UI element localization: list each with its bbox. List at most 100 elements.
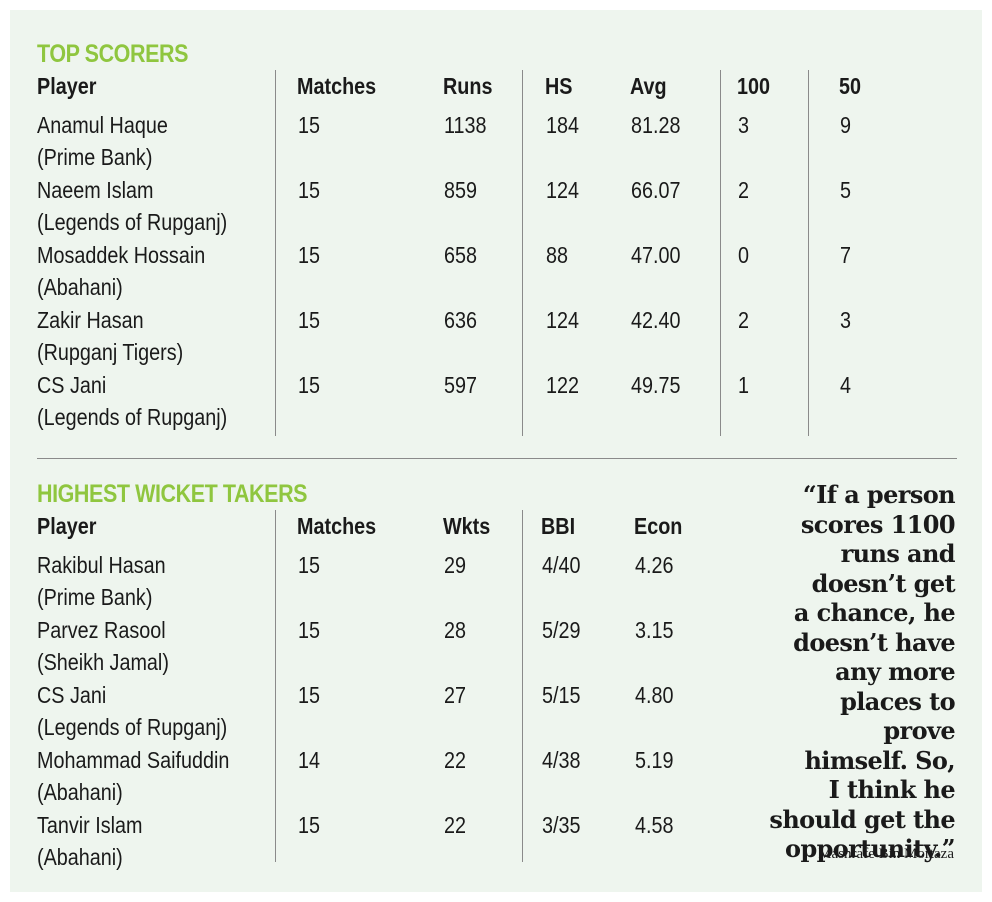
stat-value: 5 <box>840 177 852 203</box>
stats-panel: TOP SCORERS Player Matches Runs HS Avg 100 5 0 A… <box>10 10 982 892</box>
player-team: (Legends of Rupganj) <box>37 404 228 430</box>
player-team: (Prime Bank) <box>37 144 153 170</box>
player-team: (Abahani) <box>37 274 123 300</box>
stat-value: 1 <box>738 372 750 398</box>
stat-value: 49.75 <box>631 372 681 398</box>
player-name: Naeem Islam <box>37 177 154 203</box>
stat-value: 7 <box>840 242 852 268</box>
quote-line: should get the <box>769 804 955 834</box>
stat-value: 859 <box>444 177 478 203</box>
player-name: Anamul Haque <box>37 112 168 138</box>
stat-value: 4.58 <box>635 812 674 838</box>
stat-value: 2 <box>738 307 750 333</box>
player-team: (Legends of Rupganj) <box>37 209 228 235</box>
column-header: Econ <box>634 513 683 539</box>
player-team: (Sheikh Jamal) <box>37 649 169 675</box>
column-rule <box>522 510 523 862</box>
column-header: Player <box>37 73 97 99</box>
stat-value: 3.15 <box>635 617 674 643</box>
top-scorers-title: TOP SCORERS <box>37 40 188 68</box>
player-name: Rakibul Hasan <box>37 552 166 578</box>
section-divider <box>37 458 957 459</box>
stat-value: 28 <box>444 617 467 643</box>
stat-value: 3/35 <box>542 812 581 838</box>
column-rule <box>808 70 809 436</box>
quote-line: “If a person <box>802 480 956 509</box>
stat-value: 42.40 <box>631 307 681 333</box>
player-name: Mohammad Saifuddin <box>37 747 230 773</box>
stat-value: 0 <box>738 242 750 268</box>
stat-value: 15 <box>298 682 321 708</box>
stat-value: 5/29 <box>542 617 581 643</box>
stat-value: 15 <box>298 812 321 838</box>
quote-line: opportunity.” <box>785 834 956 863</box>
column-rule <box>522 70 523 436</box>
stat-value: 29 <box>444 552 467 578</box>
pull-quote: “If a person scores 1100 runs and doesn’t g… <box>765 480 955 864</box>
quote-line: scores 1100 <box>800 509 956 539</box>
stat-value: 3 <box>738 112 750 138</box>
stat-value: 124 <box>546 177 580 203</box>
stat-value: 4.26 <box>635 552 674 578</box>
player-name: Mosaddek Hossain <box>37 242 206 268</box>
stat-value: 22 <box>444 747 467 773</box>
stat-value: 184 <box>546 112 580 138</box>
column-header: HS <box>545 73 573 99</box>
stat-value: 15 <box>298 372 321 398</box>
player-team: (Prime Bank) <box>37 584 153 610</box>
quote-line: doesn’t get <box>811 568 956 598</box>
stat-value: 4 <box>840 372 852 398</box>
stat-value: 5/15 <box>542 682 581 708</box>
quote-line: any more <box>835 657 955 686</box>
quote-line: a chance, he <box>793 598 956 627</box>
stat-value: 27 <box>444 682 467 708</box>
quote-attribution: Mashrafe Bin Mortaza <box>818 846 954 862</box>
stat-value: 9 <box>840 112 852 138</box>
column-rule <box>275 510 276 862</box>
stat-value: 1138 <box>444 112 487 138</box>
column-header: Avg <box>630 73 667 99</box>
column-header: Runs <box>443 73 493 99</box>
stat-value: 3 <box>840 307 852 333</box>
stat-value: 4/38 <box>542 747 581 773</box>
stat-value: 4.80 <box>635 682 674 708</box>
stat-value: 636 <box>444 307 478 333</box>
player-team: (Abahani) <box>37 779 123 805</box>
stat-value: 15 <box>298 307 321 333</box>
stat-value: 124 <box>546 307 580 333</box>
player-team: (Rupganj Tigers) <box>37 339 184 365</box>
quote-line: himself. So, <box>804 745 955 775</box>
wicket-takers-title: HIGHEST WICKET TAKERS <box>37 480 308 508</box>
stat-value: 15 <box>298 177 321 203</box>
stat-value: 4/40 <box>542 552 581 578</box>
stat-value: 88 <box>546 242 569 268</box>
quote-line: places to prove <box>840 686 956 746</box>
column-header: Matches <box>297 73 377 99</box>
stat-value: 81.28 <box>631 112 681 138</box>
column-header: 100 <box>737 73 771 99</box>
stat-value: 22 <box>444 812 467 838</box>
stat-value: 66.07 <box>631 177 681 203</box>
quote-line: I think he <box>828 775 956 804</box>
stat-value: 15 <box>298 112 321 138</box>
quote-line: doesn’t have <box>793 627 955 657</box>
stat-value: 2 <box>738 177 750 203</box>
column-header: BBI <box>541 513 576 539</box>
column-header: Wkts <box>443 513 491 539</box>
column-header: Player <box>37 513 97 539</box>
stat-value: 658 <box>444 242 478 268</box>
stat-value: 5.19 <box>635 747 674 773</box>
stat-value: 15 <box>298 617 321 643</box>
column-rule <box>720 70 721 436</box>
player-name: Zakir Hasan <box>37 307 144 333</box>
stat-value: 15 <box>298 242 321 268</box>
stat-value: 597 <box>444 372 478 398</box>
quote-line: runs and <box>840 539 956 568</box>
player-team: (Abahani) <box>37 844 123 870</box>
column-rule <box>275 70 276 436</box>
player-name: Parvez Rasool <box>37 617 166 643</box>
column-header: Matches <box>297 513 377 539</box>
player-name: CS Jani <box>37 682 107 708</box>
stat-value: 15 <box>298 552 321 578</box>
stat-value: 14 <box>298 747 321 773</box>
